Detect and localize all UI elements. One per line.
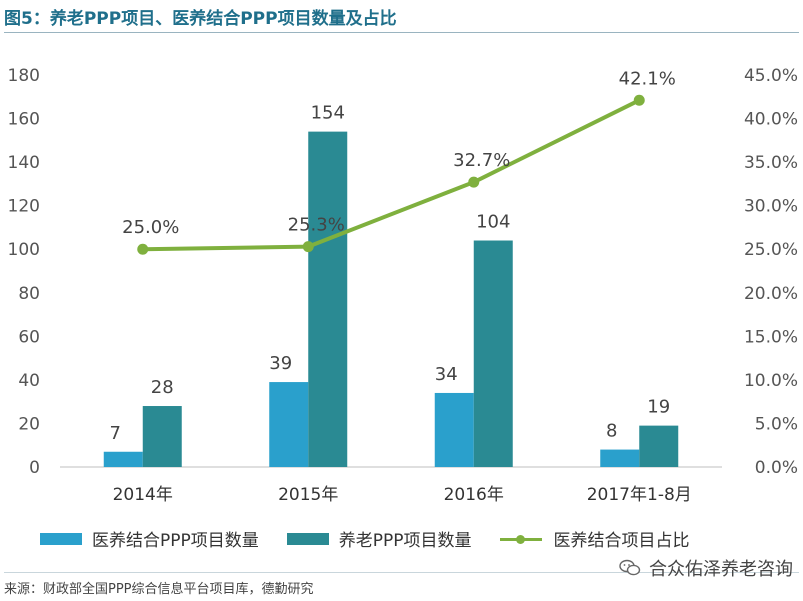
bar xyxy=(600,449,640,467)
line-series xyxy=(142,98,641,252)
bar xyxy=(639,425,679,467)
legend-item-bar-a: 医养结合PPP项目数量 xyxy=(40,526,259,551)
x-tick-label: 2016年 xyxy=(444,485,504,505)
line-value-label: 42.1% xyxy=(619,68,676,89)
bar-value-label: 7 xyxy=(110,423,121,444)
y2-tick-label: 25.0% xyxy=(744,240,798,260)
line-point xyxy=(468,176,480,188)
source-note: 来源：财政部全国PPP综合信息平台项目库，德勤研究 xyxy=(4,582,314,597)
y2-tick-label: 30.0% xyxy=(744,197,798,217)
legend-label-bar-a: 医养结合PPP项目数量 xyxy=(92,531,259,551)
y2-tick-label: 15.0% xyxy=(744,327,798,347)
y-tick-label: 40 xyxy=(18,371,40,391)
legend-label-line: 医养结合项目占比 xyxy=(553,531,690,551)
legend-swatch-bar-b xyxy=(286,532,329,545)
bar xyxy=(434,392,474,467)
y-tick-label: 0 xyxy=(29,458,40,478)
bar xyxy=(473,240,513,467)
chart-title: 图5：养老PPP项目、医养结合PPP项目数量及占比 xyxy=(4,9,397,29)
line-value-label: 25.0% xyxy=(122,217,179,238)
bar-value-label: 19 xyxy=(647,397,670,418)
title-divider xyxy=(4,32,799,33)
chart-legend: 医养结合PPP项目数量 养老PPP项目数量 医养结合项目占比 xyxy=(40,526,718,551)
bar-value-label: 154 xyxy=(311,103,345,124)
y2-tick-label: 45.0% xyxy=(744,66,798,86)
chart-plot: 0 20 40 60 80 100 120 140 160 180 0.0% 5.0% 10.0% 15.… xyxy=(8,66,798,505)
bar-value-label: 39 xyxy=(269,353,292,374)
x-tick-label: 2015年 xyxy=(278,485,338,505)
legend-swatch-line xyxy=(499,533,542,545)
bar xyxy=(103,451,143,467)
watermark: 合众佑泽养老咨询 xyxy=(619,555,793,581)
line-point xyxy=(302,241,314,253)
line-value-label: 32.7% xyxy=(453,150,510,171)
x-tick-label: 2014年 xyxy=(113,485,173,505)
bar-value-label: 8 xyxy=(606,421,617,442)
bar-value-label: 104 xyxy=(476,212,510,233)
y2-tick-label: 20.0% xyxy=(744,284,798,304)
legend-swatch-bar-a xyxy=(40,532,82,545)
y2-tick-label: 5.0% xyxy=(755,414,798,434)
bar-value-label: 28 xyxy=(151,377,174,398)
bar-value-label: 34 xyxy=(435,364,458,385)
y-tick-label: 100 xyxy=(8,240,40,260)
line-point xyxy=(633,94,645,106)
y-tick-label: 140 xyxy=(8,153,40,173)
y2-tick-label: 0.0% xyxy=(755,458,798,478)
y-tick-label: 160 xyxy=(8,110,40,130)
wechat-icon xyxy=(619,559,641,576)
legend-item-bar-b: 养老PPP项目数量 xyxy=(286,526,472,551)
y2-tick-label: 40.0% xyxy=(744,110,798,130)
y-tick-label: 180 xyxy=(8,66,40,86)
y2-tick-label: 35.0% xyxy=(744,153,798,173)
y-tick-label: 60 xyxy=(18,327,40,347)
bar xyxy=(142,406,182,467)
line-point xyxy=(137,243,149,255)
x-tick-label: 2017年1-8月 xyxy=(587,485,692,505)
legend-label-bar-b: 养老PPP项目数量 xyxy=(338,531,472,551)
watermark-text: 合众佑泽养老咨询 xyxy=(649,559,793,580)
source-divider xyxy=(4,572,799,573)
y-tick-label: 80 xyxy=(18,284,40,304)
y2-tick-label: 10.0% xyxy=(744,371,798,391)
y-tick-label: 20 xyxy=(18,414,40,434)
legend-item-line: 医养结合项目占比 xyxy=(499,526,690,551)
line-value-label: 25.3% xyxy=(288,215,345,236)
bar xyxy=(269,382,309,467)
bar xyxy=(308,131,348,467)
y-tick-label: 120 xyxy=(8,197,40,217)
